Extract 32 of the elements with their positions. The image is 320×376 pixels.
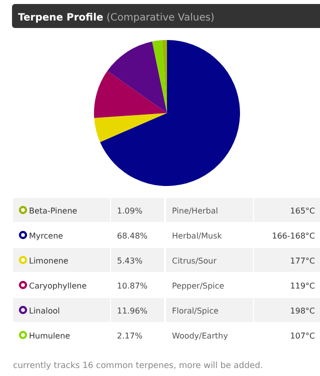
legend-label: Linalool [29,306,60,316]
legend-label: Limonene [29,256,68,266]
pie-slice [94,70,167,118]
data-label: 68.48% [117,232,148,240]
text: 198°C [290,306,316,316]
text: 177°C [290,256,316,266]
legend-label: Caryophyllene [29,282,87,290]
text: 119°C [290,282,316,290]
text: Pine/Herbal [172,206,218,216]
legend-label: Humulene [29,332,70,340]
text: Floral/Spice [172,306,219,316]
data-label: 10.87% [117,282,148,290]
text: Pepper/Spice [172,282,224,290]
pie-slice [107,42,167,113]
text: currently tracks 16 common terpenes, more will be added. [13,361,264,371]
text: 166-168°C [272,232,316,240]
pie-slice [94,113,167,142]
data-label: 2.17% [117,332,143,340]
chart-title: Terpene Profile [18,12,104,24]
chart-subtitle: (Comparative Values) [103,12,215,24]
data-label: 1.09% [117,206,143,216]
text: 165°C [290,206,316,216]
text: Woody/Earthy [172,332,228,340]
pie-slice [152,40,167,113]
text: Citrus/Sour [172,256,218,266]
pie-slice [100,40,240,186]
data-label: 5.43% [117,256,143,266]
data-label: 11.96% [117,306,148,316]
legend-label: Myrcene [29,232,64,240]
text: 107°C [290,332,316,340]
text: Herbal/Musk [172,232,222,240]
legend-label: Beta-Pinene [29,206,78,216]
